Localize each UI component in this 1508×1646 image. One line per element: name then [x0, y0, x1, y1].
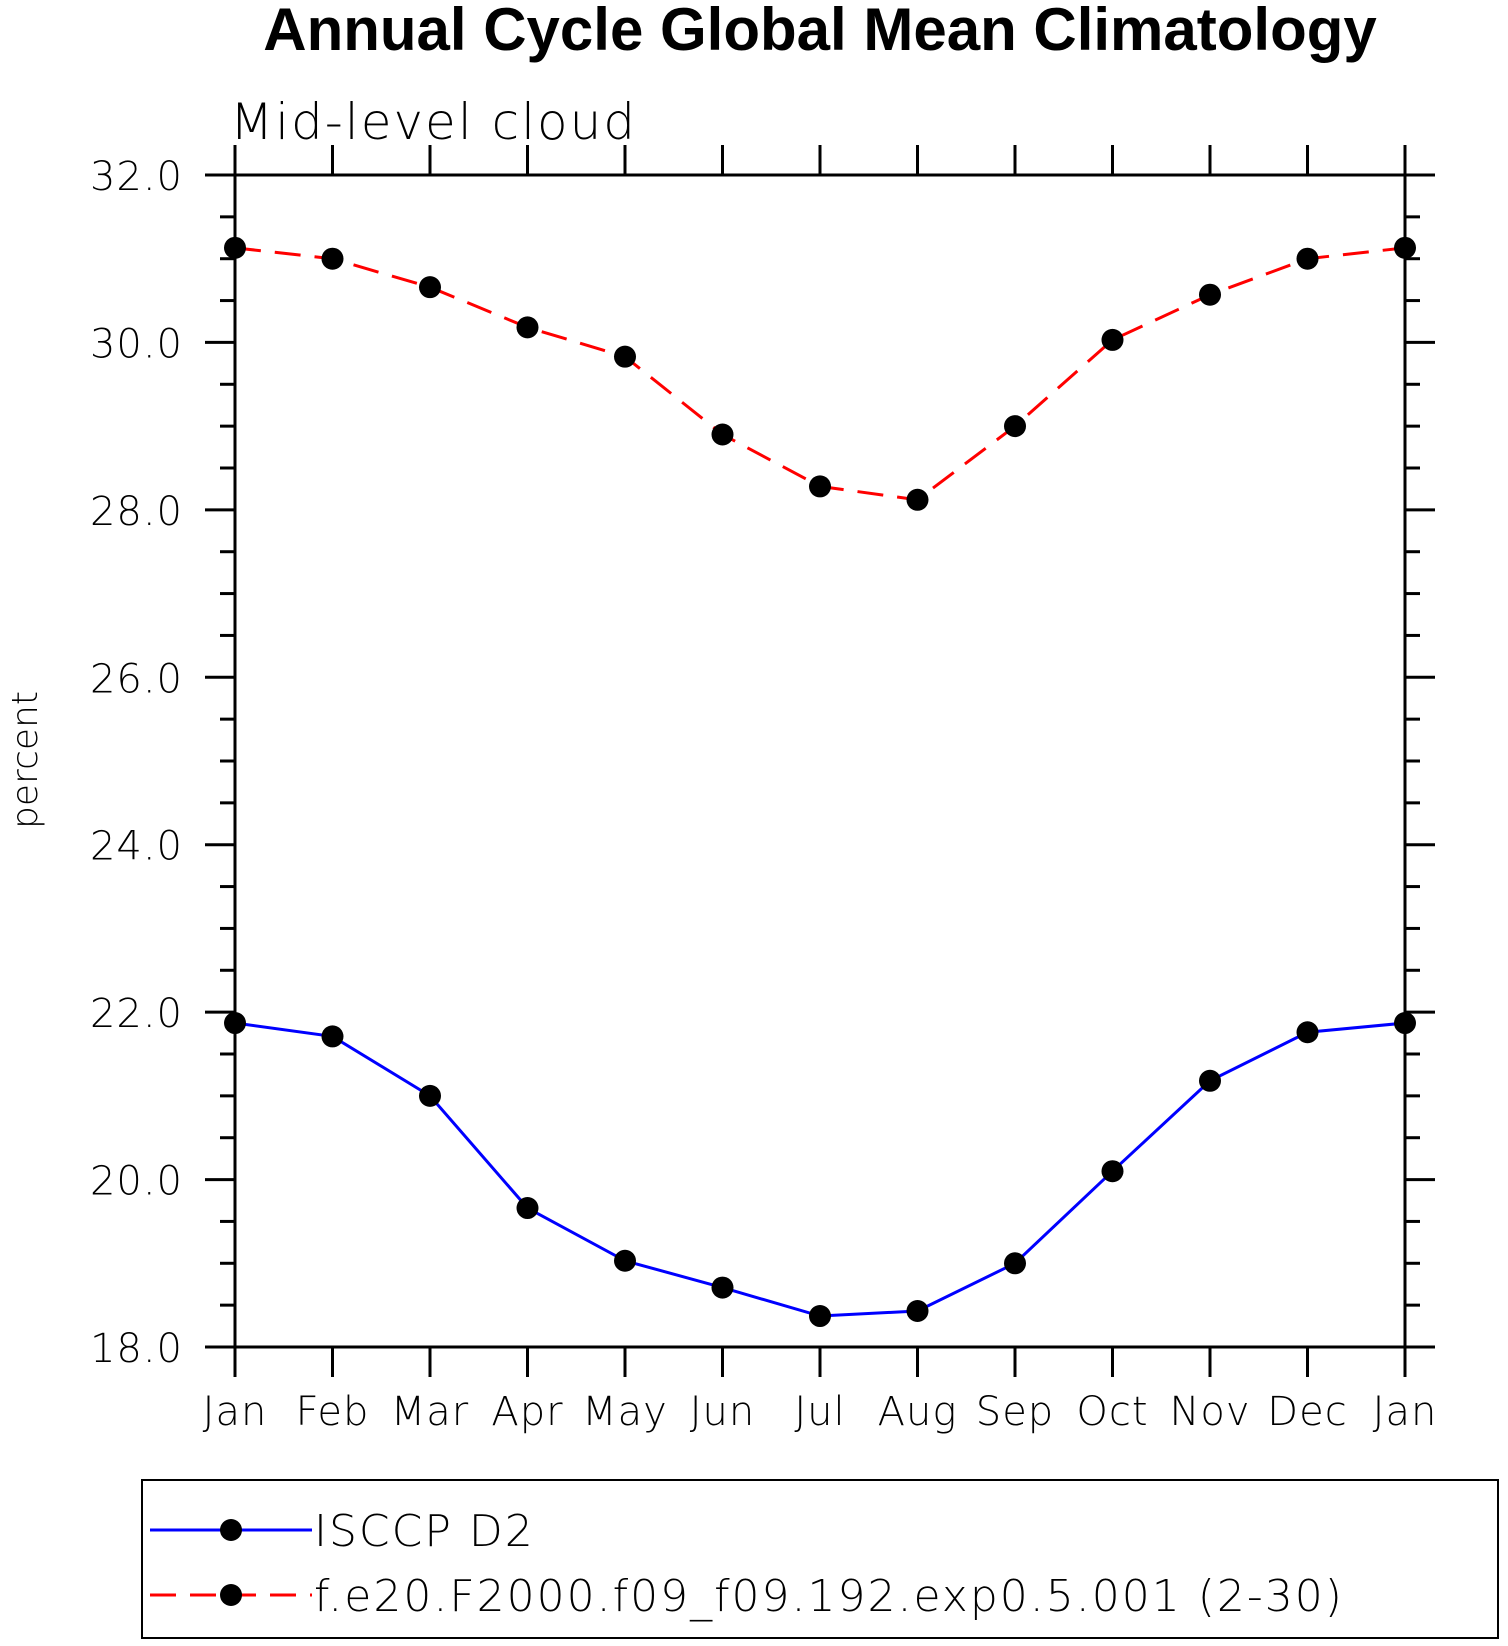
- series-group: [224, 236, 1416, 1328]
- x-tick-label: Feb: [296, 1389, 370, 1435]
- y-tick-label: 22.0: [90, 991, 183, 1037]
- y-tick-label: 30.0: [90, 321, 183, 367]
- y-tick-label: 20.0: [90, 1159, 183, 1205]
- data-point: [906, 1300, 929, 1323]
- x-tick-label: Jan: [203, 1389, 268, 1435]
- series-2: [224, 236, 1416, 511]
- x-tick-label: Mar: [391, 1389, 469, 1435]
- data-point: [711, 1276, 734, 1299]
- data-point: [516, 316, 539, 339]
- plot-frame: [233, 173, 1407, 1349]
- x-tick-label: Dec: [1267, 1389, 1347, 1435]
- data-point: [224, 236, 246, 259]
- data-point: [224, 1012, 246, 1035]
- data-point: [809, 475, 831, 498]
- x-tick-label: Nov: [1169, 1389, 1250, 1435]
- data-point: [1004, 415, 1026, 438]
- legend-label: ISCCP D2: [314, 1506, 535, 1557]
- y-tick-label: 24.0: [90, 824, 183, 870]
- chart-title: Annual Cycle Global Mean Climatology: [263, 0, 1377, 63]
- x-tick-label: Jan: [1373, 1389, 1438, 1435]
- x-tick-label: Jun: [690, 1389, 756, 1435]
- series-line: [234, 1021, 1406, 1318]
- data-point: [516, 1197, 539, 1220]
- data-point: [1394, 1012, 1416, 1035]
- x-tick-label: Oct: [1076, 1389, 1148, 1435]
- y-axis: 18.0 20.0 22.0 24.0 26.0 28.0 30.0 32.0: [90, 154, 1435, 1372]
- legend: ISCCP D2 f.e20.F2000.f09_f09.192.exp0.5.0…: [141, 1479, 1499, 1639]
- data-point: [1394, 236, 1416, 259]
- y-tick-label: 32.0: [90, 154, 183, 200]
- data-point: [419, 1084, 441, 1107]
- chart-subtitle: Mid-level cloud: [230, 93, 637, 151]
- y-tick-label: 18.0: [90, 1326, 183, 1372]
- data-point: [1199, 1069, 1221, 1092]
- data-point: [614, 345, 636, 368]
- data-point: [1296, 1021, 1319, 1044]
- legend-box: [141, 1479, 1499, 1639]
- data-point: [321, 1025, 344, 1048]
- x-tick-label: May: [582, 1389, 668, 1435]
- data-point: [614, 1249, 636, 1272]
- data-point: [906, 488, 929, 511]
- x-tick-label: Sep: [976, 1389, 1054, 1435]
- data-point: [1101, 1160, 1124, 1183]
- y-tick-label: 28.0: [90, 489, 183, 535]
- x-axis: Jan Feb Mar Apr May Jun Jul Aug Sep Oct Nov Dec Jan: [203, 145, 1438, 1435]
- series-line: [234, 246, 1406, 502]
- x-tick-label: Apr: [491, 1389, 563, 1435]
- y-tick-label: 26.0: [90, 656, 183, 702]
- data-point: [809, 1305, 831, 1328]
- y-axis-label: percent: [5, 691, 46, 829]
- data-point: [1004, 1252, 1026, 1275]
- data-point: [1296, 247, 1319, 270]
- x-tick-label: Jul: [794, 1389, 845, 1435]
- series-1: [224, 1012, 1416, 1328]
- data-point: [321, 247, 344, 270]
- data-point: [711, 423, 734, 446]
- legend-marker: [220, 1584, 242, 1606]
- data-point: [1199, 283, 1221, 306]
- data-point: [419, 276, 441, 299]
- legend-marker: [220, 1519, 242, 1541]
- legend-label: f.e20.F2000.f09_f09.192.exp0.5.001 (2-30…: [314, 1571, 1344, 1622]
- data-point: [1101, 328, 1124, 351]
- x-tick-label: Aug: [878, 1389, 958, 1435]
